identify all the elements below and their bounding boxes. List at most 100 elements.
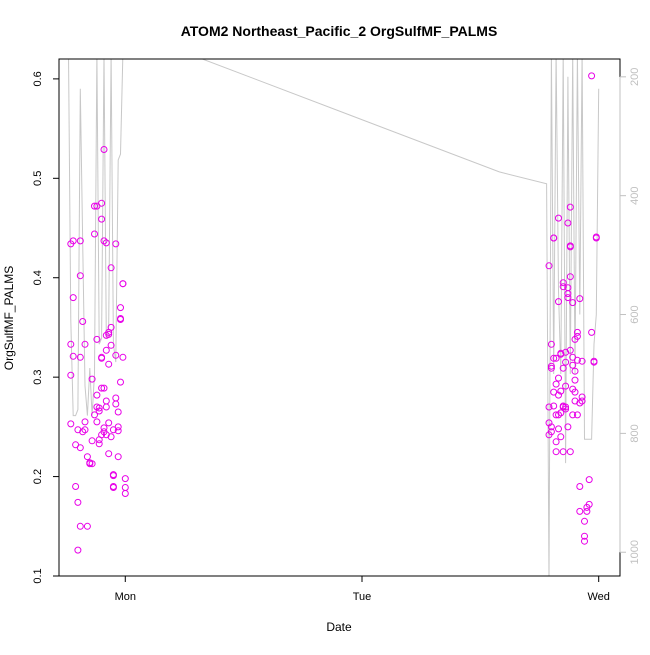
data-point: [107, 341, 115, 349]
data-point: [555, 425, 562, 433]
data-point: [550, 402, 558, 410]
x-tick-label: Wed: [587, 591, 609, 603]
data-point: [590, 357, 598, 365]
data-point: [547, 428, 555, 436]
data-point: [114, 453, 122, 461]
data-point: [76, 444, 84, 452]
data-point: [585, 476, 593, 484]
data-point: [547, 340, 555, 348]
data-point: [588, 72, 596, 80]
data-point: [550, 354, 558, 362]
data-point: [79, 318, 87, 325]
data-point: [571, 376, 579, 384]
data-point: [573, 332, 581, 340]
data-point: [562, 358, 570, 366]
data-point: [91, 230, 98, 238]
data-point: [583, 507, 591, 515]
data-point: [547, 362, 555, 370]
data-point: [114, 423, 122, 431]
data-point: [576, 399, 584, 407]
data-point: [559, 364, 567, 372]
y-tick-label: 0.6: [32, 71, 44, 86]
data-point: [581, 517, 588, 525]
data-point: [100, 237, 108, 245]
right-tick-label: 200: [629, 68, 641, 86]
data-point: [93, 391, 101, 399]
data-point: [581, 532, 588, 540]
data-point: [545, 403, 553, 411]
right-tick-label: 800: [629, 424, 641, 442]
data-point: [79, 428, 87, 436]
right-tick-label: 600: [629, 305, 641, 323]
data-point: [562, 382, 570, 390]
data-point: [102, 239, 110, 247]
data-point: [67, 371, 75, 379]
data-point: [112, 351, 120, 359]
data-point: [98, 354, 106, 362]
y-tick-label: 0.2: [32, 469, 44, 484]
data-point: [566, 448, 574, 456]
data-point: [547, 423, 555, 431]
data-point: [569, 411, 577, 419]
right-tick-label: 1000: [629, 540, 641, 564]
data-point: [555, 391, 562, 399]
data-point: [88, 437, 96, 445]
data-point: [564, 219, 572, 227]
y-tick-label: 0.3: [32, 370, 44, 385]
data-point: [566, 273, 574, 281]
data-point: [555, 298, 562, 306]
data-point: [566, 203, 574, 211]
data-point: [69, 294, 77, 302]
data-point: [98, 384, 106, 392]
data-point: [81, 426, 89, 434]
data-point: [76, 272, 84, 280]
data-point: [562, 348, 570, 356]
data-point: [102, 346, 110, 354]
data-point: [74, 546, 82, 554]
data-point: [555, 374, 562, 382]
data-point: [552, 380, 560, 388]
data-point: [557, 433, 565, 441]
data-point: [573, 328, 581, 336]
data-point: [74, 498, 82, 506]
data-point: [100, 424, 108, 432]
data-point: [559, 448, 567, 456]
data-point: [576, 295, 584, 303]
data-point: [569, 299, 577, 307]
data-point: [109, 483, 117, 490]
data-point: [564, 423, 572, 431]
data-point: [88, 460, 96, 468]
data-point: [119, 280, 127, 288]
x-tick-label: Tue: [353, 591, 372, 603]
axes-layer: Mon Tue Wed 0.1 0.2 0.3 0.4 0.5 0.6 200 400 600 800 1…: [32, 68, 641, 603]
data-point: [114, 408, 122, 416]
data-point: [552, 448, 560, 456]
data-point: [566, 243, 574, 251]
data-point: [552, 438, 560, 446]
data-point: [578, 357, 586, 365]
data-point: [588, 328, 596, 336]
data-point: [573, 356, 581, 364]
data-point: [552, 354, 560, 362]
data-point: [569, 361, 577, 369]
data-point: [562, 403, 570, 411]
data-point: [67, 340, 75, 348]
data-point: [98, 199, 106, 207]
data-point: [559, 283, 567, 291]
data-point: [552, 411, 560, 419]
data-point: [109, 471, 117, 479]
data-point: [578, 397, 586, 405]
data-point: [112, 240, 120, 248]
data-point: [91, 202, 98, 210]
series-line: [68, 59, 600, 576]
data-point: [557, 387, 565, 395]
data-point: [88, 375, 96, 383]
data-point: [107, 323, 115, 331]
data-point: [555, 214, 562, 222]
data-point: [555, 411, 562, 419]
data-point: [107, 433, 115, 441]
data-point: [576, 507, 584, 515]
data-point: [117, 315, 124, 322]
data-point: [557, 349, 565, 357]
